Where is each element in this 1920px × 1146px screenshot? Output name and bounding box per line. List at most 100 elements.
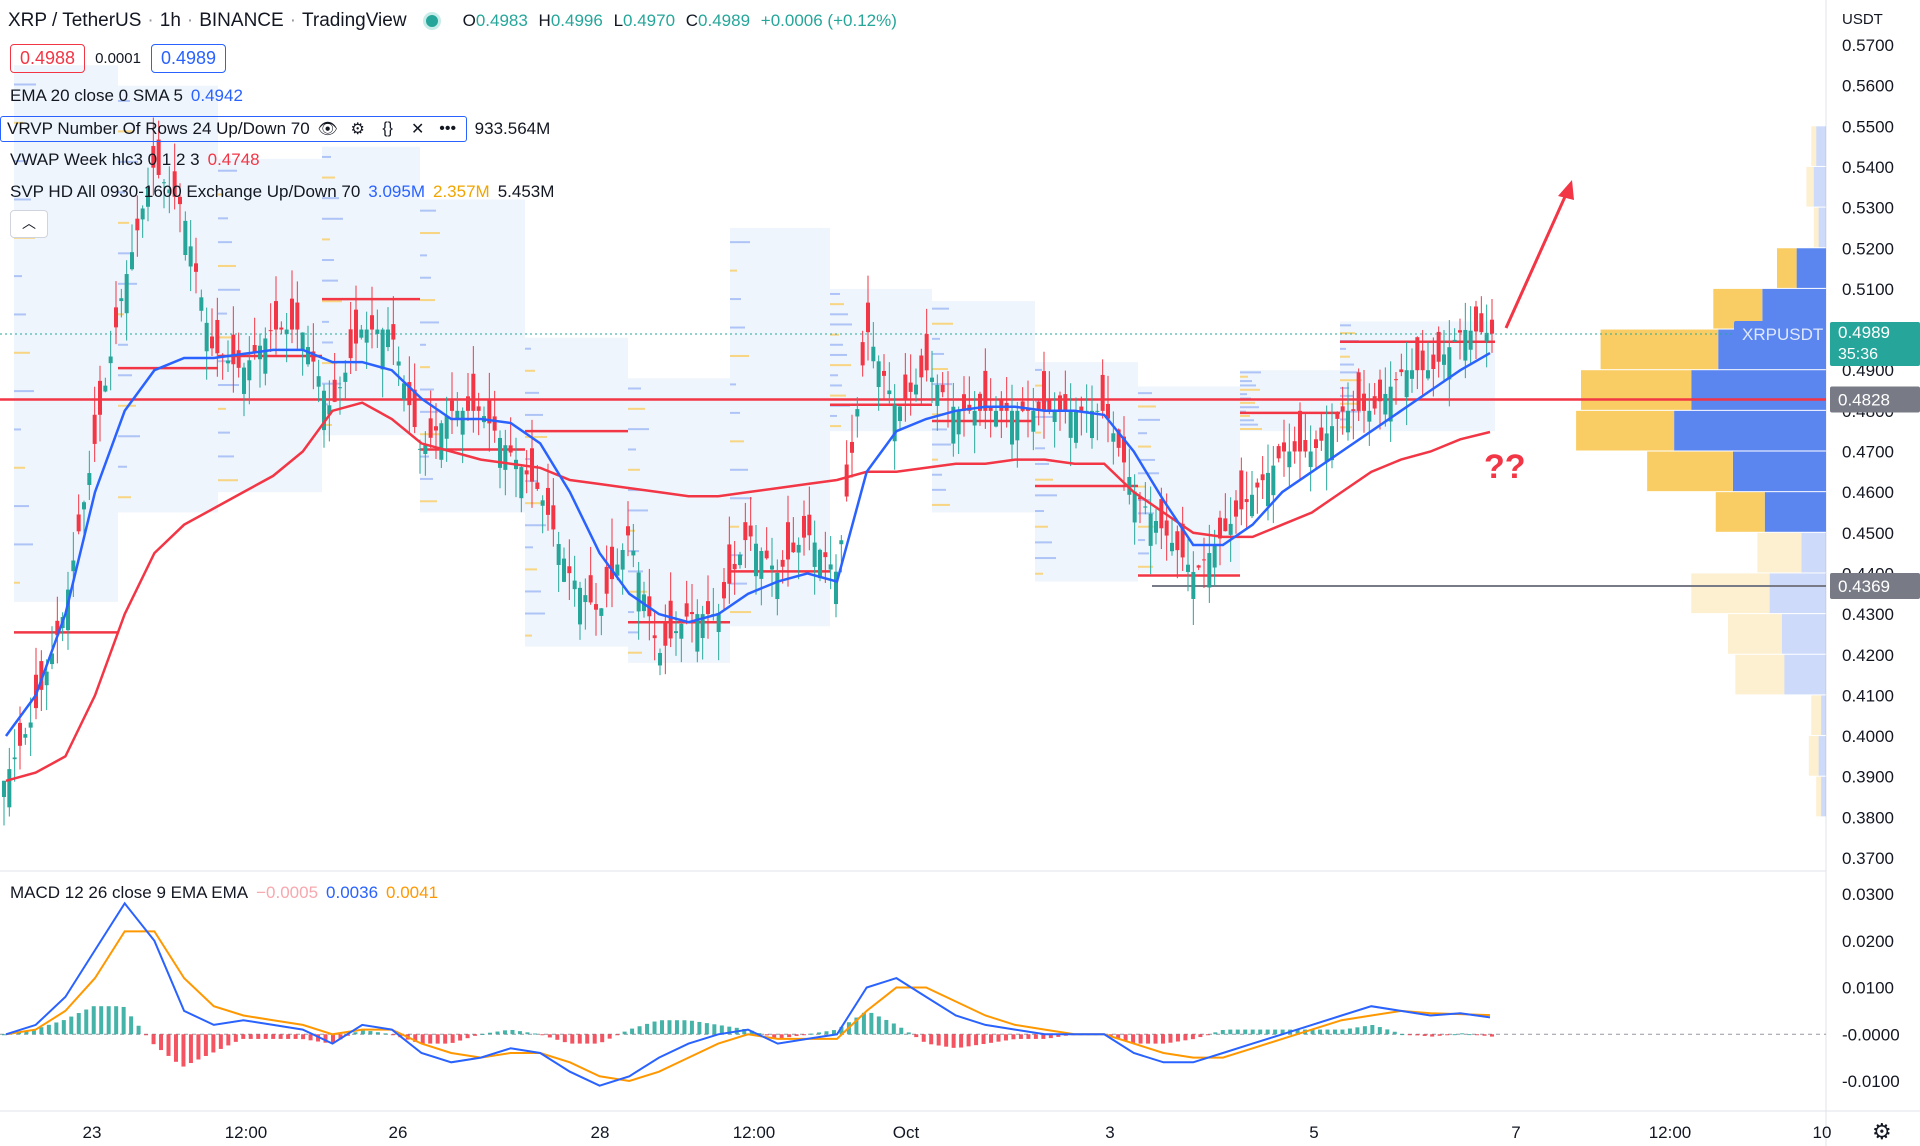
macd-histogram-bar — [854, 1017, 859, 1035]
session-profile-bar — [1340, 332, 1355, 335]
candle-body — [567, 566, 572, 574]
candle-body — [418, 448, 422, 450]
candle-body — [1298, 410, 1302, 452]
candle-body — [1036, 401, 1041, 411]
session-profile-bar — [525, 590, 541, 593]
gear-icon[interactable]: ⚙ — [350, 121, 365, 138]
macd-histogram-bar — [719, 1025, 724, 1035]
macd-histogram-bar — [144, 1034, 149, 1036]
buy-button[interactable]: 0.4989 — [150, 44, 227, 73]
session-profile-bar — [118, 191, 125, 194]
candle-body — [135, 218, 140, 231]
sell-button[interactable]: 0.4988 — [10, 44, 86, 73]
macd-histogram-bar — [532, 1033, 537, 1035]
session-profile-bar — [322, 423, 332, 426]
macd-histogram-bar — [218, 1034, 223, 1049]
ema-legend[interactable]: EMA 20 close 0 SMA 5 0.4942 — [10, 86, 243, 105]
session-profile-bar — [730, 411, 740, 414]
session-profile-bar — [322, 155, 331, 158]
volume-profile-up-bar — [1600, 329, 1719, 370]
macd-histogram-bar — [173, 1034, 178, 1062]
macd-histogram-bar — [368, 1031, 373, 1035]
session-profile-bar — [1138, 552, 1149, 555]
session-profile-bar — [118, 252, 133, 255]
macd-histogram-bar — [1318, 1029, 1323, 1035]
candle-body — [1047, 399, 1052, 411]
exchange-label: BINANCE — [199, 10, 284, 31]
candle-body — [1319, 427, 1324, 441]
macd-histogram-bar — [981, 1034, 986, 1044]
session-profile-bar — [218, 217, 228, 220]
candle-body — [908, 382, 913, 392]
vrvp-legend[interactable]: VRVP Number Of Rows 24 Up/Down 70 👁 ⚙ {}… — [0, 116, 467, 142]
candle-body — [919, 355, 924, 378]
symbol-name[interactable]: XRP / TetherUS — [8, 10, 142, 31]
macd-histogram-bar — [749, 1030, 754, 1035]
macd-histogram-bar — [435, 1034, 440, 1044]
session-profile-bar — [14, 581, 20, 584]
session-profile-bar — [830, 292, 840, 295]
macd-histogram-bar — [645, 1023, 650, 1035]
source-code-icon[interactable]: {} — [382, 120, 394, 137]
session-profile-bar — [420, 343, 426, 346]
macd-legend[interactable]: MACD 12 26 close 9 EMA EMA −0.0005 0.003… — [10, 883, 439, 902]
close-icon[interactable]: ✕ — [410, 121, 425, 138]
candle-body — [546, 487, 550, 515]
session-profile-bar — [932, 337, 940, 340]
eye-icon[interactable]: 👁 — [317, 121, 338, 138]
macd-histogram-bar — [779, 1034, 784, 1039]
session-profile-bar — [525, 546, 533, 549]
macd-histogram-bar — [637, 1026, 642, 1035]
candle-body — [103, 385, 108, 392]
macd-histogram-bar — [1056, 1034, 1061, 1037]
candle-body — [695, 614, 700, 652]
session-profile-bar — [118, 99, 130, 102]
volume-profile-up-bar — [1728, 614, 1782, 654]
price-axis-tick: 0.4500 — [1842, 524, 1894, 543]
candle-body — [300, 332, 305, 350]
price-axis-tick: 0.3800 — [1842, 808, 1894, 827]
interval-label[interactable]: 1h — [159, 10, 181, 31]
candle-body — [594, 604, 598, 610]
session-profile-bar — [1240, 375, 1248, 378]
candle-body — [1052, 410, 1057, 422]
session-profile-bar — [525, 458, 534, 461]
session-profile-bar — [932, 307, 949, 310]
session-profile-bar — [420, 477, 433, 480]
candle-body — [1250, 494, 1254, 517]
price-axis-tick: 0.4100 — [1842, 686, 1894, 705]
macd-histogram-bar — [203, 1034, 208, 1056]
candle-body — [498, 437, 502, 468]
macd-histogram-bar — [1400, 1034, 1405, 1036]
candle-body — [871, 346, 876, 362]
candle-body — [28, 722, 33, 728]
vwap-legend[interactable]: VWAP Week hlc3 0 1 2 3 0.4748 — [10, 150, 260, 169]
session-profile-bar — [420, 276, 431, 279]
volume-profile-up-bar — [1813, 207, 1819, 248]
candle-body — [1420, 350, 1425, 371]
candle-body — [364, 329, 369, 343]
settings-gear-icon[interactable]: ⚙ — [1872, 1120, 1892, 1145]
session-profile-bar — [14, 505, 29, 508]
macd-histogram-bar — [989, 1034, 994, 1043]
session-profile-bar — [932, 488, 946, 491]
session-profile-bar — [730, 241, 750, 244]
macd-histogram-bar — [869, 1012, 874, 1035]
collapse-legend-button[interactable]: ︿ — [10, 210, 48, 238]
svp-legend[interactable]: SVP HD All 0930-1600 Exchange Up/Down 70… — [10, 182, 555, 201]
candle-body — [1287, 451, 1292, 468]
macd-histogram-bar — [1332, 1029, 1337, 1035]
session-profile-bar — [322, 320, 329, 323]
macd-histogram-bar — [129, 1016, 134, 1035]
candle-body — [578, 587, 582, 625]
macd-histogram-bar — [263, 1034, 268, 1039]
ohlc-low: 0.4970 — [623, 11, 676, 30]
session-profile-bar — [14, 543, 33, 546]
time-axis-label: 12:00 — [733, 1123, 776, 1142]
price-axis-tick: 0.5300 — [1842, 199, 1894, 218]
candle-body — [1276, 446, 1281, 459]
volume-profile-up-bar — [1576, 410, 1675, 451]
more-icon[interactable]: ••• — [439, 120, 457, 137]
volume-profile-up-bar — [1777, 248, 1797, 288]
